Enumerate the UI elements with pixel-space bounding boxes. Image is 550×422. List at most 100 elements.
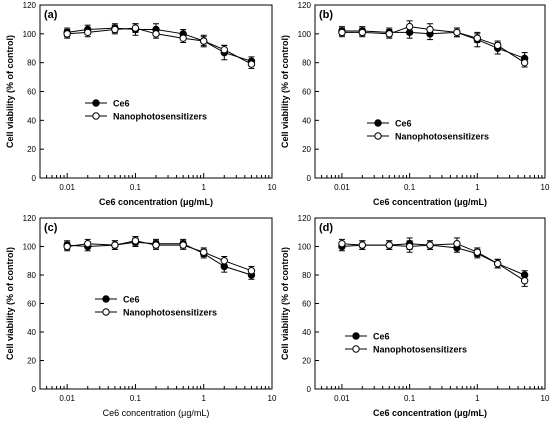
data-point xyxy=(152,241,160,249)
y-tick-label: 40 xyxy=(302,328,311,337)
data-point xyxy=(84,239,92,248)
x-tick-label: 1 xyxy=(475,394,480,403)
data-point xyxy=(405,242,414,251)
x-tick-label: 0.01 xyxy=(59,394,75,403)
series-ce6 xyxy=(63,23,256,67)
legend-label: Ce6 xyxy=(395,119,412,129)
y-axis-label: Cell viability (% of control) xyxy=(5,35,15,148)
y-tick-label: 80 xyxy=(27,59,36,68)
legend-marker xyxy=(102,308,110,316)
series-nanophotosensitizers xyxy=(63,23,256,69)
x-tick-label: 0.1 xyxy=(130,394,142,403)
x-tick-label: 10 xyxy=(268,183,277,192)
legend-marker xyxy=(352,345,360,353)
data-point xyxy=(200,37,208,45)
y-tick-label: 120 xyxy=(23,1,37,10)
x-tick-label: 0.1 xyxy=(404,183,416,192)
x-tick-label: 0.1 xyxy=(130,183,142,192)
data-point xyxy=(426,241,434,249)
data-point xyxy=(520,277,529,285)
data-point xyxy=(358,28,367,37)
y-tick-label: 20 xyxy=(27,357,36,366)
y-tick-label: 60 xyxy=(302,300,311,309)
panel-label: (c) xyxy=(44,222,58,234)
series-nanophotosensitizers xyxy=(338,237,529,287)
data-point xyxy=(405,22,414,31)
y-tick-label: 0 xyxy=(32,385,37,394)
legend-label: Ce6 xyxy=(373,332,390,342)
legend-marker xyxy=(374,119,382,127)
x-tick-label: 0.01 xyxy=(59,183,75,192)
y-tick-label: 80 xyxy=(302,271,311,280)
legend-marker xyxy=(102,295,110,303)
y-tick-label: 40 xyxy=(27,328,36,337)
data-point xyxy=(247,60,256,68)
x-axis-label: Ce6 concentration (μg/mL) xyxy=(103,408,210,418)
series-nanophotosensitizers xyxy=(63,236,256,276)
x-axis-label: Ce6 concentration (μg/mL) xyxy=(99,197,213,207)
data-point xyxy=(63,242,71,251)
data-point xyxy=(493,259,502,268)
y-tick-label: 120 xyxy=(298,214,312,223)
y-tick-label: 100 xyxy=(23,30,37,39)
legend-marker xyxy=(92,99,100,107)
legend-label: Nanophotosensitizers xyxy=(373,345,467,355)
legend-marker xyxy=(374,132,382,140)
panel-label: (d) xyxy=(319,222,333,234)
legend-marker xyxy=(92,112,100,120)
data-point xyxy=(179,241,187,249)
x-tick-label: 1 xyxy=(475,183,480,192)
y-tick-label: 0 xyxy=(307,385,312,394)
y-axis-label: Cell viability (% of control) xyxy=(280,35,290,148)
legend: Ce6 Nanophotosensitizers xyxy=(95,295,217,318)
y-tick-label: 40 xyxy=(302,116,311,125)
y-tick-label: 0 xyxy=(32,174,37,183)
data-point xyxy=(385,241,393,249)
x-tick-label: 1 xyxy=(201,183,206,192)
data-point xyxy=(220,45,228,54)
y-axis-label: Cell viability (% of control) xyxy=(5,247,15,360)
x-axis-label: Ce6 concentration (μg/mL) xyxy=(373,408,487,418)
data-point xyxy=(493,41,502,50)
data-point xyxy=(179,34,187,42)
legend-label: Nanophotosensitizers xyxy=(113,112,207,122)
legend: Ce6 Nanophotosensitizers xyxy=(367,119,489,142)
x-tick-label: 10 xyxy=(541,394,550,403)
x-tick-label: 1 xyxy=(201,394,206,403)
chart-panel-a: 0 20 40 60 80 100 120 0.01 0.1 1 10 (a) Ce6 concentr… xyxy=(5,1,277,207)
data-point xyxy=(520,58,529,67)
y-tick-label: 60 xyxy=(27,88,36,97)
y-tick-label: 20 xyxy=(302,357,311,366)
panel-label: (a) xyxy=(44,9,58,21)
chart-panel-b: 0 20 40 60 80 100 120 0.01 0.1 1 10 (b) Ce6 concentr… xyxy=(280,1,550,207)
series-nanophotosensitizers xyxy=(338,20,529,68)
data-point xyxy=(152,30,160,38)
y-tick-label: 20 xyxy=(302,145,311,154)
x-axis-label: Ce6 concentration (μg/mL) xyxy=(373,197,487,207)
panel-label: (b) xyxy=(319,9,333,21)
data-point xyxy=(247,267,256,275)
data-point xyxy=(338,239,346,248)
data-point xyxy=(63,30,71,38)
data-point xyxy=(473,248,482,256)
y-tick-label: 120 xyxy=(23,214,37,223)
legend-label: Ce6 xyxy=(113,99,130,109)
data-point xyxy=(473,34,482,42)
data-point xyxy=(84,28,92,37)
y-tick-label: 40 xyxy=(27,116,36,125)
x-tick-label: 0.01 xyxy=(334,183,350,192)
legend-marker xyxy=(352,332,360,340)
y-axis-label: Cell viability (% of control) xyxy=(280,247,290,360)
y-tick-label: 80 xyxy=(302,59,311,68)
x-tick-label: 0.1 xyxy=(404,394,416,403)
legend: Ce6 Nanophotosensitizers xyxy=(85,99,207,122)
data-point xyxy=(358,241,367,249)
y-tick-label: 60 xyxy=(27,300,36,309)
legend: Ce6 Nanophotosensitizers xyxy=(345,332,467,355)
y-tick-label: 80 xyxy=(27,271,36,280)
y-tick-label: 120 xyxy=(298,1,312,10)
y-tick-label: 60 xyxy=(302,88,311,97)
data-point xyxy=(426,25,434,34)
y-tick-label: 100 xyxy=(23,243,37,252)
legend-label: Nanophotosensitizers xyxy=(395,132,489,142)
